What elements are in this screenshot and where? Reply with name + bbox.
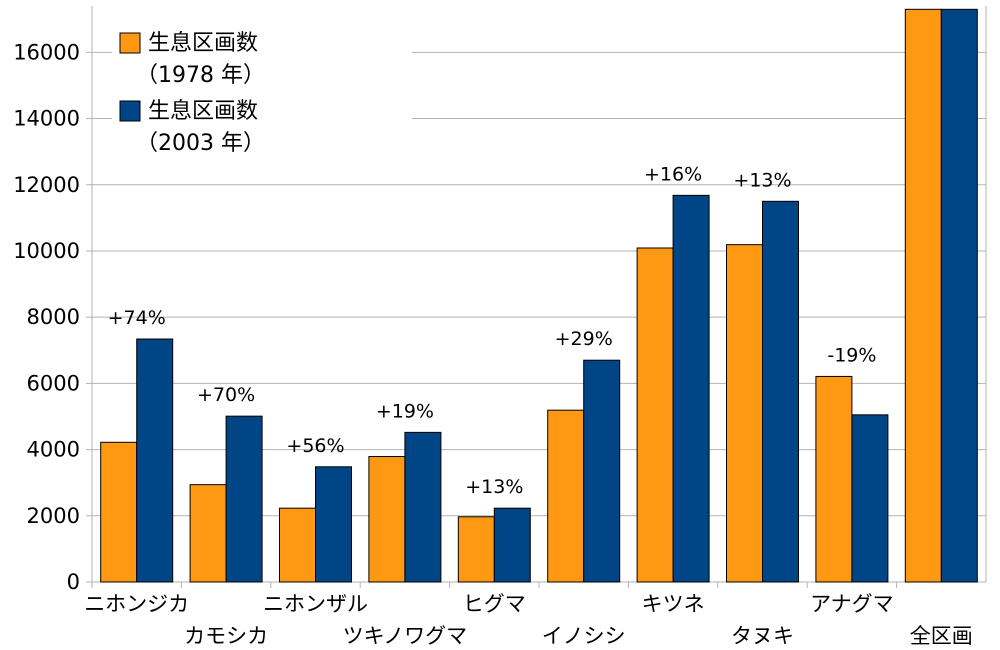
x-category-label: ニホンジカ <box>84 592 189 616</box>
bar-series1 <box>368 456 406 583</box>
x-category-label: ヒグマ <box>463 592 526 616</box>
y-tick-label: 14000 <box>13 107 80 131</box>
bar-series2 <box>940 8 978 583</box>
labels: 0 2000 4000 6000 8000 10000 12000 14000 16000 ニホン… <box>13 40 973 648</box>
bars <box>100 8 978 583</box>
bar-series1 <box>726 244 763 583</box>
bar-series1 <box>279 507 316 583</box>
x-category-label: アナグマ <box>810 592 894 616</box>
bar-series1 <box>457 516 495 583</box>
y-tick-label: 2000 <box>27 504 80 528</box>
data-label: +19% <box>376 400 434 422</box>
y-tick-label: 16000 <box>13 40 80 64</box>
x-category-label: ニホンザル <box>263 592 368 616</box>
bar-series1 <box>904 8 942 583</box>
bar-series1 <box>815 375 853 583</box>
bar-series1 <box>547 409 585 583</box>
legend-swatch <box>119 100 141 122</box>
x-category-label: カモシカ <box>184 624 268 648</box>
data-label: +56% <box>286 435 344 457</box>
bar-series2 <box>225 415 263 583</box>
x-category-label: タヌキ <box>731 624 794 648</box>
bar-series2 <box>583 359 621 583</box>
bar-series2 <box>762 200 799 583</box>
x-category-label: ツキノワグマ <box>343 624 468 648</box>
y-tick-label: 4000 <box>27 438 80 462</box>
bar-series2 <box>315 466 352 583</box>
legend-label-line2: （2003 年） <box>136 131 265 156</box>
legend-label-line2: （1978 年） <box>136 63 265 88</box>
bar-series2 <box>851 414 889 583</box>
x-category-label: キツネ <box>642 592 705 616</box>
y-tick-label: 8000 <box>27 305 80 329</box>
legend-label-line1: 生息区画数 <box>148 31 258 56</box>
data-label: +70% <box>197 384 255 406</box>
y-tick-label: 6000 <box>27 371 80 395</box>
x-category-label: イノシシ <box>542 624 626 648</box>
legend-label-line1: 生息区画数 <box>148 99 258 124</box>
legend-swatch <box>119 32 141 54</box>
y-tick-label: 12000 <box>13 173 80 197</box>
bar-series1 <box>189 484 227 583</box>
bar-series1 <box>100 441 138 583</box>
y-tick-label: 0 <box>67 570 80 594</box>
data-label: +13% <box>465 476 523 498</box>
data-label: +74% <box>108 307 166 329</box>
legend-background <box>112 28 412 160</box>
bar-series1 <box>636 247 674 583</box>
legend: 生息区画数 （1978 年） 生息区画数 （2003 年） <box>112 28 412 160</box>
data-label: +13% <box>733 169 791 191</box>
data-label: -19% <box>827 344 876 366</box>
bar-series2 <box>404 431 442 583</box>
y-tick-label: 10000 <box>13 239 80 263</box>
x-category-label: 全区画 <box>910 624 973 648</box>
bar-series2 <box>136 338 174 583</box>
data-label: +29% <box>555 328 613 350</box>
bar-series2 <box>672 194 710 583</box>
data-label: +16% <box>644 163 702 185</box>
bar-series2 <box>493 507 531 583</box>
